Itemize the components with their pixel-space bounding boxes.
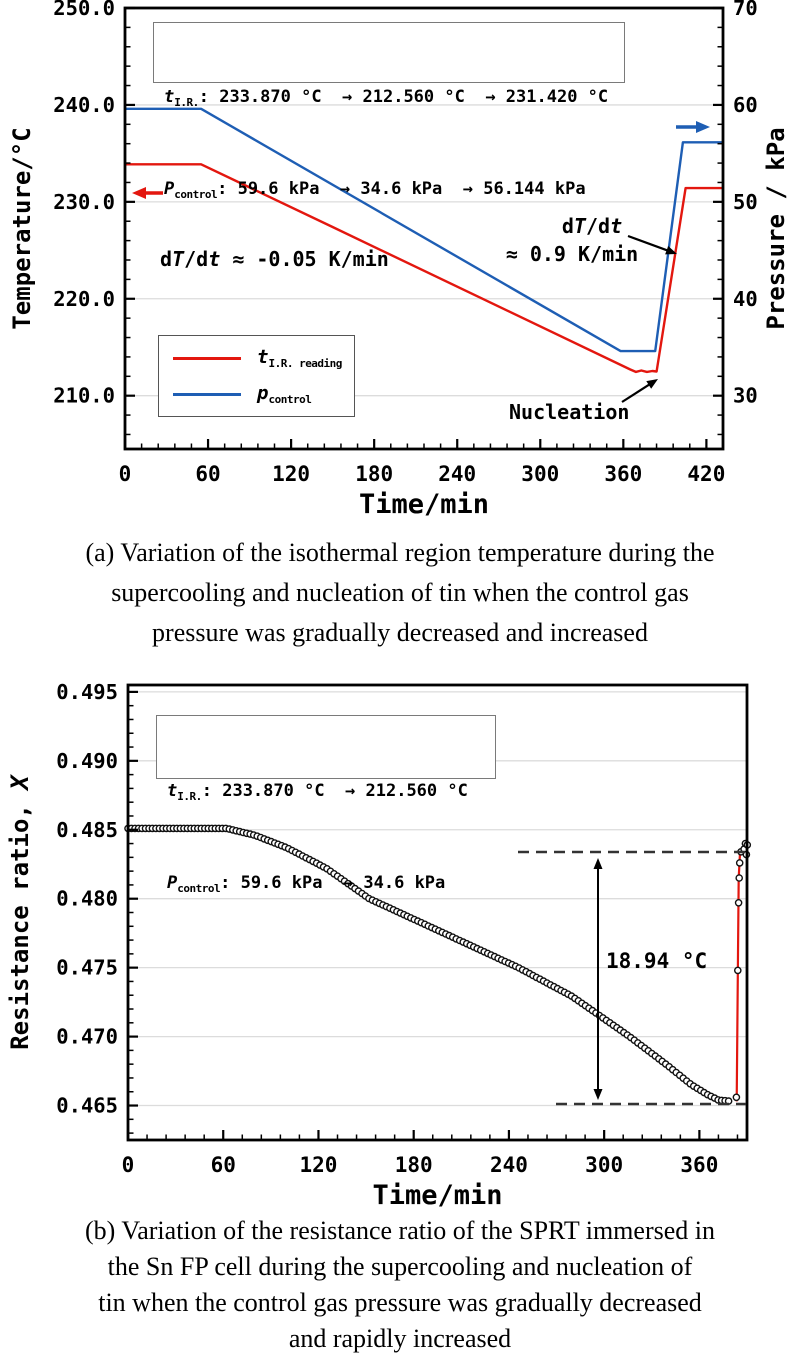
caption-a-line-3: pressure was gradually decreased and inc… [152, 618, 648, 647]
svg-text:180: 180 [355, 462, 393, 486]
series-nucleation-recovery [735, 846, 748, 1102]
svg-text:0.470: 0.470 [56, 1025, 118, 1049]
svg-text:50: 50 [733, 190, 758, 214]
svg-text:30: 30 [733, 384, 758, 408]
svg-text:40: 40 [733, 287, 758, 311]
svg-text:240: 240 [438, 462, 476, 486]
svg-text:240: 240 [490, 1153, 528, 1177]
svg-text:0.495: 0.495 [56, 680, 118, 704]
chart-a-info-line-temperature: tI.R.: 233.870 °C → 212.560 °C → 231.420… [164, 87, 609, 109]
chart-b-info-box: tI.R.: 233.870 °C → 212.560 °C Pcontrol:… [156, 715, 496, 895]
chart-b-resistance-ratio-plot: 0 60 120 180 240 300 360 0.465 0.470 0.475 0.480 0.… [6, 680, 752, 1211]
annotation-text: Nucleation [509, 400, 629, 424]
svg-text:0.485: 0.485 [56, 818, 118, 842]
svg-text:60: 60 [211, 1153, 236, 1177]
svg-text:70: 70 [733, 0, 758, 20]
chart-a-info-box: tI.R.: 233.870 °C → 212.560 °C → 231.420… [153, 22, 625, 201]
chart-a-info-line-pressure: Pcontrol: 59.6 kPa → 34.6 kPa → 56.144 k… [164, 179, 586, 201]
caption-b-line-2: the Sn FP cell during the supercooling a… [107, 1252, 693, 1281]
x-axis-title: Time/min [359, 489, 489, 520]
annotation-text: dT/dt [562, 214, 622, 238]
svg-text:120: 120 [299, 1153, 337, 1177]
legend-label-t-ir-reading: tI.R. reading [257, 346, 342, 370]
svg-text:220.0: 220.0 [53, 287, 115, 311]
svg-text:60: 60 [733, 93, 758, 117]
annotation-text: ≈ 0.9 K/min [506, 242, 638, 266]
y-axis-title-left: Temperature/°C [8, 127, 36, 329]
svg-text:0.465: 0.465 [56, 1094, 118, 1118]
caption-a-line-1: (a) Variation of the isothermal region t… [85, 538, 715, 567]
svg-text:60: 60 [195, 462, 220, 486]
svg-text:300: 300 [521, 462, 559, 486]
chart-a-legend: tI.R. reading pcontrol [158, 335, 355, 417]
svg-text:0: 0 [122, 1153, 135, 1177]
svg-text:180: 180 [395, 1153, 433, 1177]
blue-line-swatch [173, 392, 241, 396]
svg-text:360: 360 [680, 1153, 718, 1177]
series-t-ir-reading [125, 163, 723, 374]
annotation-text: dT/dt ≈ -0.05 K/min [160, 247, 389, 271]
red-line-swatch [173, 356, 241, 360]
svg-text:420: 420 [687, 462, 725, 486]
svg-text:240.0: 240.0 [53, 93, 115, 117]
caption-b: (b) Variation of the resistance ratio of… [0, 1213, 800, 1357]
caption-a-line-2: supercooling and nucleation of tin when … [111, 578, 689, 607]
svg-text:300: 300 [585, 1153, 623, 1177]
legend-label-p-control: pcontrol [257, 382, 312, 406]
legend-item-p-control: pcontrol [173, 382, 354, 406]
chart-b-info-line-pressure: Pcontrol: 59.6 kPa → 34.6 kPa [167, 873, 446, 895]
caption-b-line-4: and rapidly increased [288, 1324, 512, 1353]
svg-text:0.490: 0.490 [56, 749, 118, 773]
y-axis-title-left: Resistance ratio, X [6, 774, 34, 1050]
series-p-control [125, 107, 723, 353]
x-axis-title: Time/min [372, 1180, 502, 1211]
svg-text:0: 0 [119, 462, 132, 486]
svg-text:230.0: 230.0 [53, 190, 115, 214]
caption-b-line-1: (b) Variation of the resistance ratio of… [84, 1216, 715, 1245]
svg-text:210.0: 210.0 [53, 384, 115, 408]
caption-a: (a) Variation of the isothermal region t… [0, 533, 800, 653]
chart-b-info-line-temperature: tI.R.: 233.870 °C → 212.560 °C [167, 781, 468, 803]
svg-text:120: 120 [272, 462, 310, 486]
legend-item-t-ir-reading: tI.R. reading [173, 346, 354, 370]
svg-text:0.480: 0.480 [56, 887, 118, 911]
chart-a-temperature-pressure-plot: 0 60 120 180 240 300 360 420 210.0 220.0 230.0 240.… [8, 0, 790, 520]
svg-text:250.0: 250.0 [53, 0, 115, 20]
y-axis-title-right: Pressure / kPa [762, 127, 790, 329]
annotation-text: 18.94 °C [606, 949, 707, 973]
svg-text:0.475: 0.475 [56, 956, 118, 980]
caption-b-line-3: tin when the control gas pressure was gr… [98, 1288, 702, 1317]
svg-text:360: 360 [604, 462, 642, 486]
